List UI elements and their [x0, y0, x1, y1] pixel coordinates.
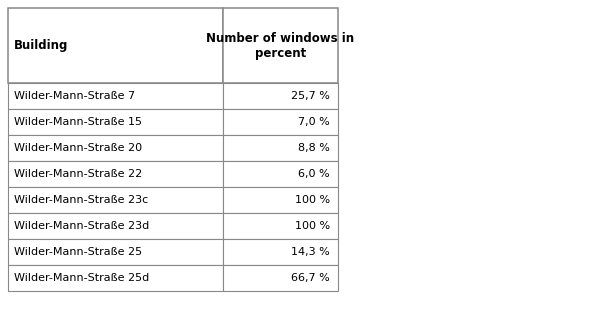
Bar [223, 187, 338, 213]
Bar [223, 239, 338, 265]
Bar [8, 239, 223, 265]
Text: 100 %: 100 % [295, 195, 330, 205]
Bar [8, 265, 223, 291]
Bar [223, 135, 338, 161]
Bar [223, 109, 338, 135]
Text: 6,0 %: 6,0 % [298, 169, 330, 179]
Bar [8, 109, 223, 135]
Bar [223, 213, 338, 239]
Bar [8, 135, 223, 161]
Bar [8, 213, 223, 239]
Bar [223, 8, 338, 83]
Text: 8,8 %: 8,8 % [298, 143, 330, 153]
Text: Building: Building [14, 39, 68, 52]
Text: Wilder-Mann-Straße 7: Wilder-Mann-Straße 7 [14, 91, 135, 101]
Text: 7,0 %: 7,0 % [298, 117, 330, 127]
Text: Wilder-Mann-Straße 15: Wilder-Mann-Straße 15 [14, 117, 142, 127]
Bar [223, 265, 338, 291]
Text: 66,7 %: 66,7 % [291, 273, 330, 283]
Text: 100 %: 100 % [295, 221, 330, 231]
Bar [223, 161, 338, 187]
Bar [8, 8, 223, 83]
Text: Number of windows in
percent: Number of windows in percent [206, 31, 355, 59]
Bar [8, 83, 223, 109]
Text: Wilder-Mann-Straße 23c: Wilder-Mann-Straße 23c [14, 195, 148, 205]
Text: Wilder-Mann-Straße 23d: Wilder-Mann-Straße 23d [14, 221, 149, 231]
Text: Wilder-Mann-Straße 25: Wilder-Mann-Straße 25 [14, 247, 142, 257]
Text: 25,7 %: 25,7 % [291, 91, 330, 101]
Bar [8, 161, 223, 187]
Text: Wilder-Mann-Straße 22: Wilder-Mann-Straße 22 [14, 169, 142, 179]
Text: Wilder-Mann-Straße 25d: Wilder-Mann-Straße 25d [14, 273, 149, 283]
Text: Wilder-Mann-Straße 20: Wilder-Mann-Straße 20 [14, 143, 142, 153]
Bar [8, 187, 223, 213]
Text: 14,3 %: 14,3 % [291, 247, 330, 257]
Bar [223, 83, 338, 109]
